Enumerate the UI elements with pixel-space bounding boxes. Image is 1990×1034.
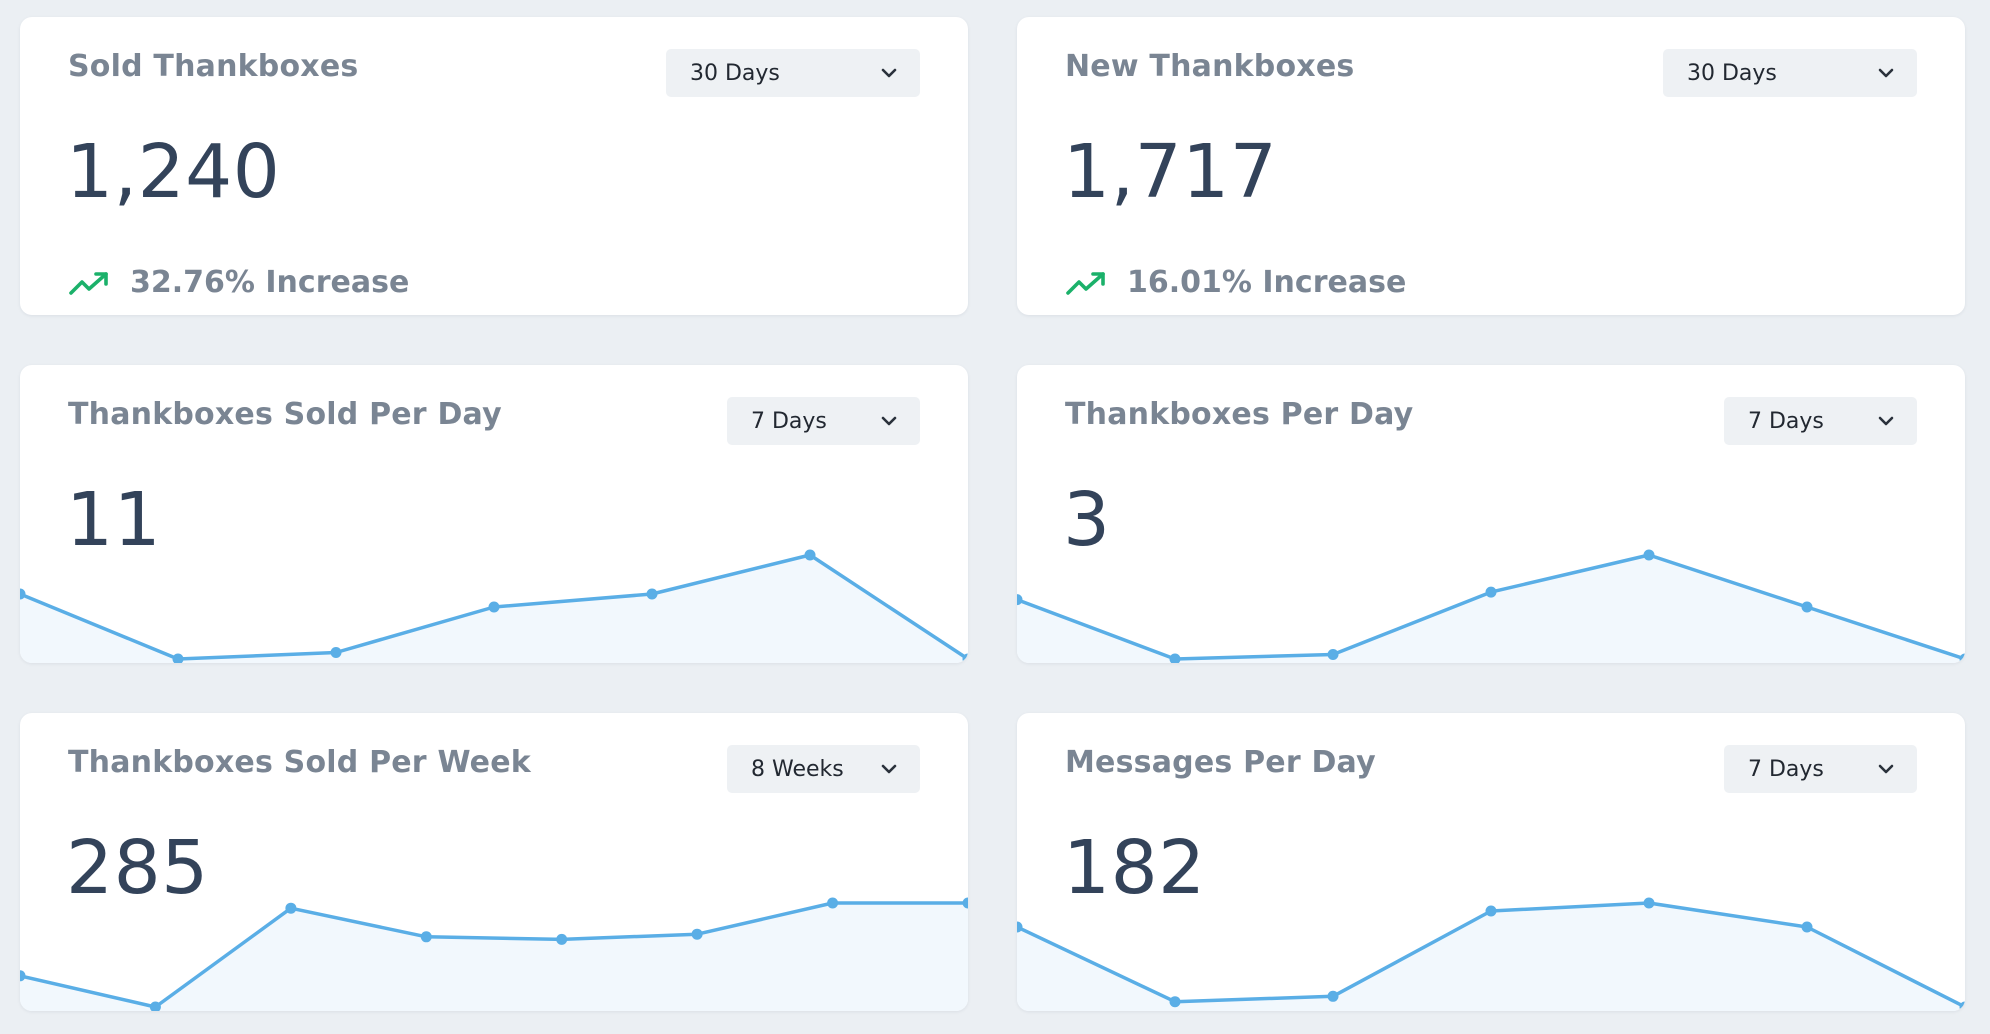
range-select-value: 7 Days (1748, 756, 1824, 782)
trend-indicator: 32.76% Increase (68, 265, 409, 300)
sparkline-point (488, 601, 500, 613)
chevron-down-icon (880, 64, 898, 82)
card-title: Messages Per Day (1065, 745, 1376, 780)
sparkline-point (1959, 653, 1965, 663)
card-thankboxes-sold-per-day: Thankboxes Sold Per Day 7 Days 11 (20, 365, 968, 663)
chevron-down-icon (1877, 412, 1895, 430)
range-select[interactable]: 8 Weeks (727, 745, 920, 793)
sparkline-point (646, 588, 658, 600)
sparkline-area (1017, 555, 1965, 663)
sparkline-area (20, 903, 968, 1011)
chevron-down-icon (880, 412, 898, 430)
card-title: Thankboxes Per Day (1065, 397, 1414, 432)
sparkline-point (827, 897, 839, 909)
sparkline-point (962, 653, 968, 663)
range-select-value: 30 Days (1687, 60, 1777, 86)
sparkline-area (1017, 903, 1965, 1011)
sparkline-point (20, 970, 26, 982)
sparkline-point (1017, 594, 1023, 606)
sparkline-point (1485, 905, 1497, 917)
sparkline-point (1169, 996, 1181, 1008)
metric-value: 3 (1063, 477, 1111, 563)
chevron-down-icon (1877, 64, 1895, 82)
metric-value: 182 (1063, 825, 1206, 911)
range-select[interactable]: 7 Days (727, 397, 920, 445)
card-title: New Thankboxes (1065, 49, 1355, 84)
sparkline-point (1801, 601, 1813, 613)
card-thankboxes-per-day: Thankboxes Per Day 7 Days 3 (1017, 365, 1965, 663)
sparkline-point (172, 653, 184, 663)
sparkline-chart (1017, 549, 1965, 663)
card-title: Thankboxes Sold Per Week (68, 745, 531, 780)
sparkline-point (556, 933, 568, 945)
trend-text: 16.01% Increase (1127, 265, 1407, 300)
chevron-down-icon (1877, 760, 1895, 778)
sparkline-point (285, 902, 297, 914)
card-thankboxes-sold-per-week: Thankboxes Sold Per Week 8 Weeks 285 (20, 713, 968, 1011)
sparkline-point (1643, 549, 1655, 561)
sparkline-point (1643, 897, 1655, 909)
card-messages-per-day: Messages Per Day 7 Days 182 (1017, 713, 1965, 1011)
range-select-value: 7 Days (1748, 408, 1824, 434)
sparkline-point (20, 588, 26, 600)
sparkline-point (962, 897, 968, 909)
card-title: Sold Thankboxes (68, 49, 359, 84)
range-select[interactable]: 7 Days (1724, 397, 1917, 445)
sparkline-point (1169, 653, 1181, 663)
trend-text: 32.76% Increase (130, 265, 410, 300)
metric-value: 285 (66, 825, 209, 911)
range-select[interactable]: 30 Days (1663, 49, 1917, 97)
sparkline-point (420, 931, 432, 943)
card-new-thankboxes: New Thankboxes 30 Days 1,717 16.01% Incr… (1017, 17, 1965, 315)
range-select-value: 8 Weeks (751, 756, 844, 782)
sparkline-chart (20, 897, 968, 1011)
chevron-down-icon (880, 760, 898, 778)
range-select[interactable]: 7 Days (1724, 745, 1917, 793)
sparkline-point (1959, 1001, 1965, 1011)
trend-indicator: 16.01% Increase (1065, 265, 1406, 300)
metric-value: 1,240 (66, 129, 281, 215)
sparkline-chart (20, 549, 968, 663)
card-sold-thankboxes: Sold Thankboxes 30 Days 1,240 32.76% Inc… (20, 17, 968, 315)
sparkline-point (1017, 921, 1023, 933)
trending-up-icon (1065, 268, 1109, 298)
range-select-value: 30 Days (690, 60, 780, 86)
sparkline-point (1327, 649, 1339, 660)
sparkline-point (691, 928, 703, 940)
sparkline-point (1801, 921, 1813, 933)
sparkline-point (1485, 586, 1497, 598)
metric-value: 1,717 (1063, 129, 1278, 215)
range-select-value: 7 Days (751, 408, 827, 434)
sparkline-point (149, 1001, 161, 1011)
trending-up-icon (68, 268, 112, 298)
sparkline-line (20, 901, 968, 1009)
sparkline-chart (1017, 897, 1965, 1011)
metric-value: 11 (66, 477, 162, 563)
sparkline-point (804, 549, 816, 561)
sparkline-point (330, 647, 342, 658)
sparkline-point (1327, 990, 1339, 1002)
card-title: Thankboxes Sold Per Day (68, 397, 502, 432)
range-select[interactable]: 30 Days (666, 49, 920, 97)
